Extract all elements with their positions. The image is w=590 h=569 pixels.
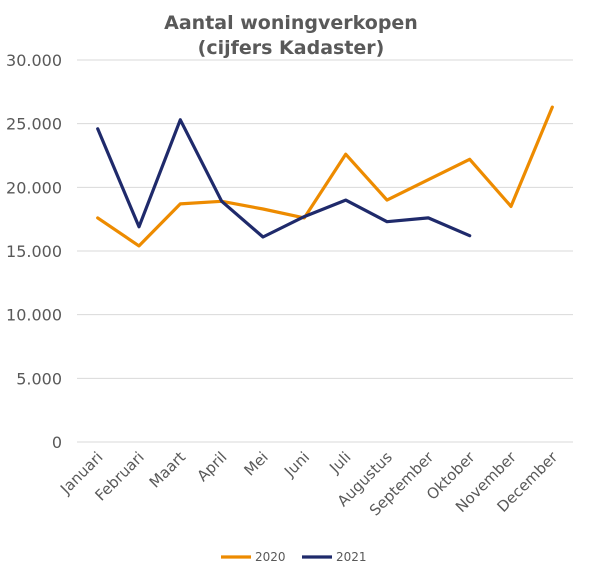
y-tick-label: 20.000: [6, 178, 62, 197]
series-line-2021: [96, 118, 472, 239]
chart-title-line-1: Aantal woningverkopen: [164, 12, 418, 34]
chart-title-line-2: (cijfers Kadaster): [198, 37, 385, 59]
x-tick-label: Mei: [240, 448, 271, 479]
y-tick-label: 10.000: [6, 306, 62, 325]
x-tick-label: Juli: [325, 448, 354, 477]
y-axis-tick-labels: 0 5.000 10.000 15.000 20.000 25.000 30.000: [6, 51, 62, 452]
legend-label-2020: 2020: [255, 550, 286, 564]
y-tick-label: 5.000: [16, 369, 62, 388]
y-tick-label: 0: [52, 433, 62, 452]
series-lines: [96, 105, 554, 248]
x-tick-label: April: [194, 448, 231, 485]
x-tick-label: Juni: [280, 448, 313, 481]
series-line-2020: [96, 105, 554, 248]
legend: 2020 2021: [221, 550, 367, 564]
y-tick-label: 30.000: [6, 51, 62, 70]
legend-label-2021: 2021: [336, 550, 367, 564]
y-tick-label: 15.000: [6, 242, 62, 261]
gridlines: [77, 59, 573, 443]
x-tick-label: Maart: [146, 448, 189, 491]
y-tick-label: 25.000: [6, 115, 62, 134]
